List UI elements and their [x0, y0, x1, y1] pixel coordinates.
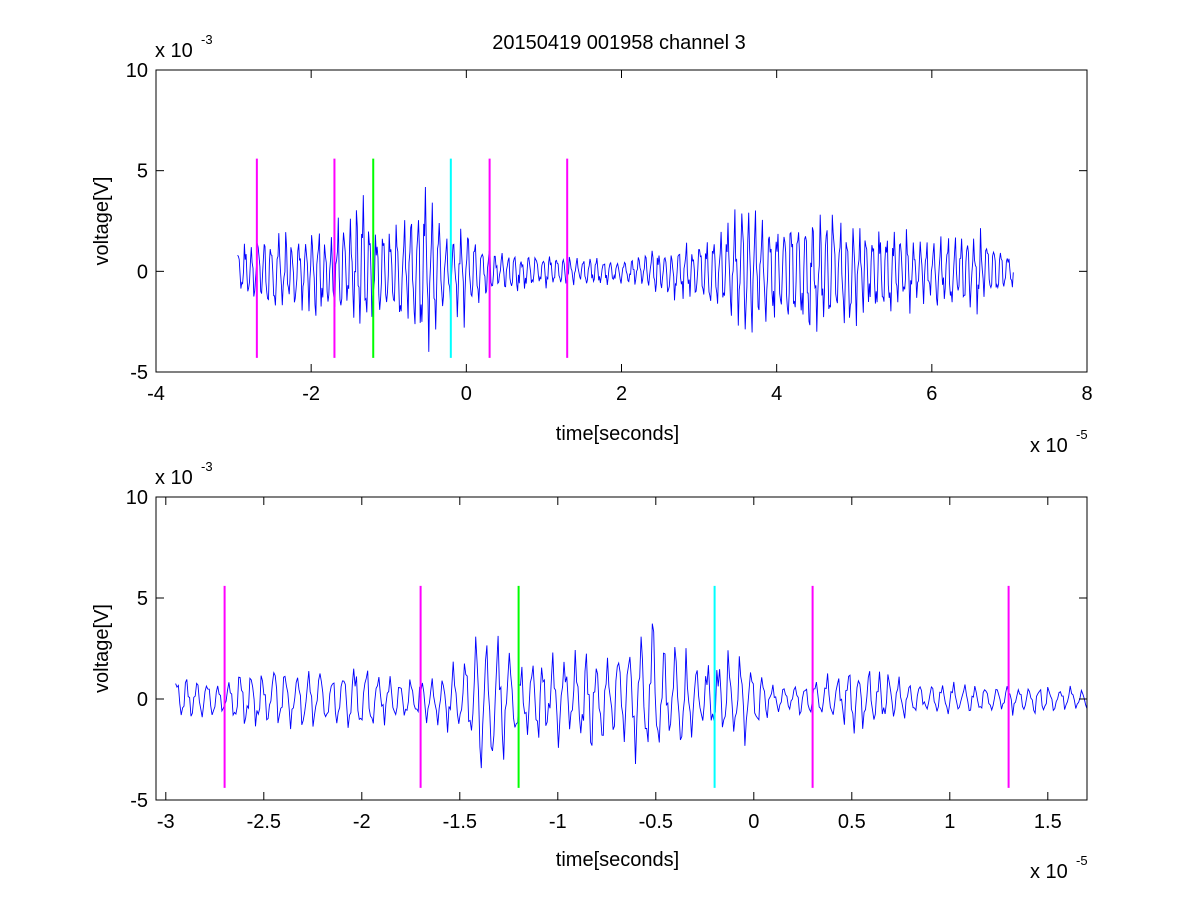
bottom-plot-x-tick-label: 1.5 — [1034, 811, 1062, 833]
top-plot-x-multiplier-exponent: -5 — [1076, 427, 1088, 442]
bottom-plot-y-tick-label: 5 — [137, 588, 148, 610]
bottom-plot-x-tick-label: -2.5 — [247, 811, 281, 833]
top-plot-x-tick-label: 2 — [616, 383, 627, 405]
top-plot-traces — [237, 186, 1014, 352]
bottom-plot-x-tick-label: 1 — [944, 811, 955, 833]
bottom-plot-x-tick-label: -1.5 — [443, 811, 477, 833]
bottom-plot: -3 -2.5 -2 -1.5 -1 -0.5 0 0.5 1 1.5 -5 0 5 10 time[s… — [91, 459, 1088, 883]
bottom-plot-y-multiplier-base: x 10 — [155, 467, 193, 489]
bottom-plot-series-line — [175, 623, 1088, 769]
top-plot-y-ticks: -5 0 5 10 — [126, 60, 1087, 384]
bottom-plot-y-multiplier-exponent: -3 — [201, 459, 213, 474]
bottom-plot-y-label: voltage[V] — [91, 604, 113, 693]
top-plot-y-multiplier: x 10 -3 — [155, 32, 213, 62]
bottom-plot-y-multiplier: x 10 -3 — [155, 459, 213, 489]
bottom-plot-traces — [175, 623, 1088, 769]
bottom-plot-y-tick-label: 10 — [126, 487, 148, 509]
bottom-plot-markers — [223, 585, 1010, 788]
top-plot-y-multiplier-exponent: -3 — [201, 32, 213, 47]
top-plot-axes — [155, 69, 1088, 373]
top-plot-x-tick-label: 6 — [926, 383, 937, 405]
bottom-plot-x-label: time[seconds] — [556, 849, 679, 871]
top-plot-x-ticks: -4 -2 0 2 4 6 8 — [147, 70, 1093, 405]
top-plot-x-tick-label: 8 — [1081, 383, 1092, 405]
top-plot-x-tick-label: 4 — [771, 383, 782, 405]
bottom-plot-axes — [155, 496, 1088, 801]
bottom-plot-x-multiplier-base: x 10 — [1030, 861, 1068, 883]
top-plot-x-label: time[seconds] — [556, 423, 679, 445]
top-plot-series-line — [237, 186, 1014, 352]
bottom-plot-x-tick-label: -2 — [353, 811, 371, 833]
top-plot-y-tick-label: 0 — [137, 261, 148, 283]
top-plot-markers — [255, 158, 569, 358]
bottom-plot-y-ticks: -5 0 5 10 — [126, 487, 1087, 812]
bottom-plot-x-ticks: -3 -2.5 -2 -1.5 -1 -0.5 0 0.5 1 1.5 — [157, 497, 1062, 833]
top-plot-y-tick-label: 10 — [126, 60, 148, 82]
top-plot-y-label: voltage[V] — [91, 177, 113, 266]
top-plot-x-tick-label: 0 — [461, 383, 472, 405]
top-plot-y-tick-label: 5 — [137, 161, 148, 183]
top-plot-x-tick-label: -4 — [147, 383, 165, 405]
bottom-plot-y-tick-label: -5 — [130, 790, 148, 812]
figure-title: 20150419 001958 channel 3 — [492, 32, 746, 54]
bottom-plot-x-multiplier-exponent: -5 — [1076, 853, 1088, 868]
bottom-plot-x-tick-label: 0.5 — [838, 811, 866, 833]
bottom-plot-x-tick-label: 0 — [748, 811, 759, 833]
top-plot-x-multiplier-base: x 10 — [1030, 435, 1068, 457]
bottom-plot-x-tick-label: -1 — [549, 811, 567, 833]
top-plot: -4 -2 0 2 4 6 8 -5 0 5 10 time[seconds] voltage[V… — [91, 32, 1093, 457]
top-plot-x-multiplier: x 10 -5 — [1030, 427, 1088, 457]
bottom-plot-y-tick-label: 0 — [137, 689, 148, 711]
top-plot-y-tick-label: -5 — [130, 362, 148, 384]
top-plot-x-tick-label: -2 — [302, 383, 320, 405]
bottom-plot-x-tick-label: -3 — [157, 811, 175, 833]
top-plot-y-multiplier-base: x 10 — [155, 40, 193, 62]
bottom-plot-x-tick-label: -0.5 — [639, 811, 673, 833]
bottom-plot-x-multiplier: x 10 -5 — [1030, 853, 1088, 883]
